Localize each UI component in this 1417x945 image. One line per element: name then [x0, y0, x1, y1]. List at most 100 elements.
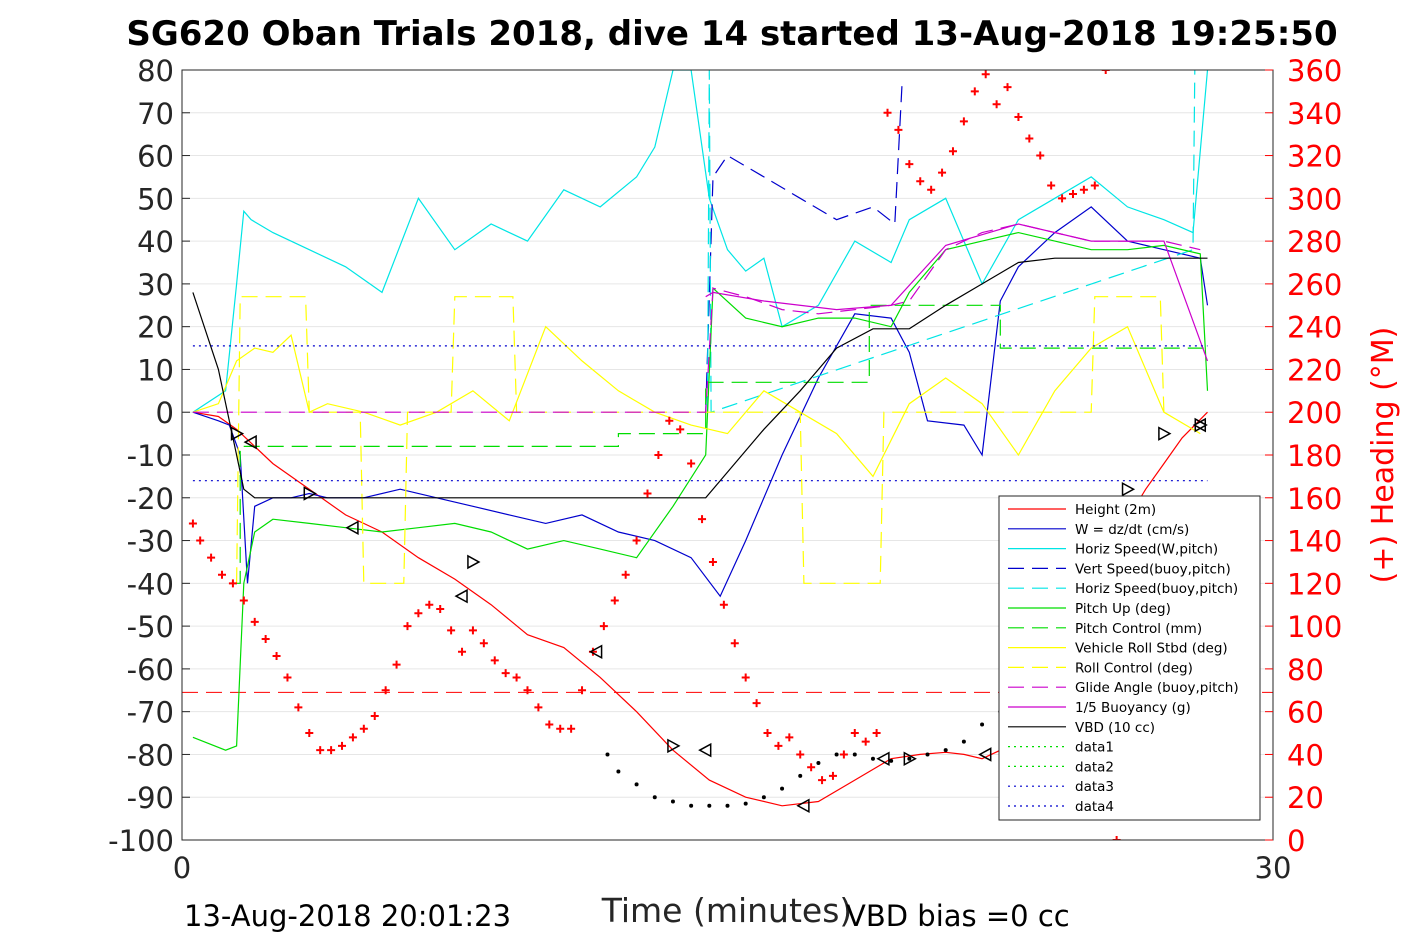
footer-vbd-bias: VBD bias =0 cc	[846, 899, 1070, 933]
axes: 80706050403020100-10-20-30-40-50-60-70-8…	[108, 54, 1342, 885]
marker-left-triangle	[796, 798, 810, 814]
profile-point	[761, 795, 766, 800]
marker-left-triangle	[1192, 417, 1207, 433]
heading-point	[1047, 181, 1056, 190]
x-tick-label: 0	[173, 851, 191, 885]
heading-point	[523, 686, 532, 695]
heading-point	[239, 596, 248, 605]
profile-point	[852, 752, 857, 757]
profile-point	[816, 761, 821, 765]
heading-point	[818, 776, 827, 785]
y2-tick-label: 280	[1287, 225, 1342, 259]
heading-point	[621, 570, 630, 579]
heading-point	[599, 622, 608, 631]
legend-entry: Pitch Control (mm)	[1075, 621, 1202, 637]
y2-tick-label: 140	[1287, 525, 1342, 559]
y-tick-label: -60	[127, 653, 174, 687]
legend-entry: Vehicle Roll Stbd (deg)	[1075, 641, 1228, 657]
heading-point	[1014, 113, 1023, 122]
series-line-5	[192, 231, 1209, 751]
heading-point	[348, 733, 357, 742]
heading-point	[207, 553, 216, 562]
profile-point	[780, 786, 785, 791]
marker-left-triangle	[698, 742, 712, 758]
series-line-7	[192, 325, 1201, 478]
y2-tick-label: 300	[1287, 182, 1342, 216]
profile-point	[652, 795, 657, 800]
x-tick-label: 30	[1255, 851, 1292, 885]
profile-point	[980, 722, 985, 727]
legend-entry: W = dz/dt (cm/s)	[1075, 522, 1189, 538]
heading-point	[850, 729, 859, 738]
series-line-8	[236, 296, 1165, 584]
heading-point	[490, 656, 499, 665]
y2-tick-label: 20	[1287, 781, 1324, 815]
heading-point	[807, 763, 816, 772]
marker-right-triangle	[467, 554, 481, 570]
heading-point	[1036, 151, 1045, 160]
profile-point	[605, 752, 610, 757]
heading-point	[1025, 134, 1034, 143]
heading-point	[916, 177, 925, 186]
heading-point	[1090, 181, 1099, 190]
heading-point	[567, 724, 576, 733]
y-tick-label: -80	[127, 738, 174, 772]
heading-point	[218, 570, 227, 579]
y-tick-label: -100	[108, 824, 174, 858]
footer-timestamp: 13-Aug-2018 20:01:23	[184, 899, 512, 933]
heading-point	[763, 729, 772, 738]
y2-tick-label: 260	[1287, 268, 1342, 302]
heading-point	[959, 117, 968, 126]
y2-tick-label: 0	[1287, 824, 1305, 858]
y-tick-label: 80	[137, 54, 174, 88]
heading-point	[1101, 70, 1110, 74]
heading-point	[359, 724, 368, 733]
profile-point	[670, 799, 675, 804]
chart-title: SG620 Oban Trials 2018, dive 14 started …	[126, 14, 1338, 54]
y-tick-label: -30	[127, 525, 174, 559]
x-axis-label: Time (minutes)	[601, 891, 853, 930]
heading-point	[403, 622, 412, 631]
y2-tick-label: 40	[1287, 738, 1324, 772]
heading-point	[861, 737, 870, 746]
y2-tick-label: 320	[1287, 140, 1342, 174]
marker-left-triangle	[589, 644, 603, 660]
y2-tick-label: 120	[1287, 567, 1342, 601]
marker-right-triangle	[903, 751, 917, 766]
y2-tick-label: 360	[1287, 54, 1342, 88]
heading-point	[468, 626, 477, 635]
marker-right-triangle	[230, 426, 245, 441]
heading-point	[828, 771, 837, 780]
y-tick-label: 70	[137, 97, 174, 131]
heading-point	[796, 750, 805, 759]
profile-point	[707, 803, 712, 808]
heading-point	[927, 185, 936, 194]
profile-point	[834, 752, 839, 757]
heading-point	[316, 746, 325, 755]
profile-point	[689, 803, 694, 808]
heading-point	[905, 160, 914, 169]
marker-right-triangle	[667, 738, 681, 754]
heading-point	[305, 729, 314, 738]
heading-point	[501, 669, 510, 678]
heading-point	[327, 746, 336, 755]
legend-entry: Horiz Speed(W,pitch)	[1075, 542, 1218, 558]
y-tick-label: -50	[127, 610, 174, 644]
heading-point	[283, 673, 292, 682]
marker-right-triangle	[303, 486, 317, 501]
legend-entry: data4	[1075, 799, 1114, 815]
heading-point	[676, 425, 685, 434]
heading-point	[938, 168, 947, 177]
heading-point	[741, 673, 750, 682]
heading-point	[719, 600, 728, 609]
y-tick-label: -70	[127, 696, 174, 730]
heading-point	[425, 600, 434, 609]
heading-point	[872, 729, 881, 738]
heading-point	[272, 652, 281, 661]
heading-point	[654, 451, 663, 459]
profile-point	[870, 756, 875, 761]
profile-point	[743, 801, 748, 806]
profile-point	[943, 748, 948, 753]
heading-point	[188, 519, 197, 528]
